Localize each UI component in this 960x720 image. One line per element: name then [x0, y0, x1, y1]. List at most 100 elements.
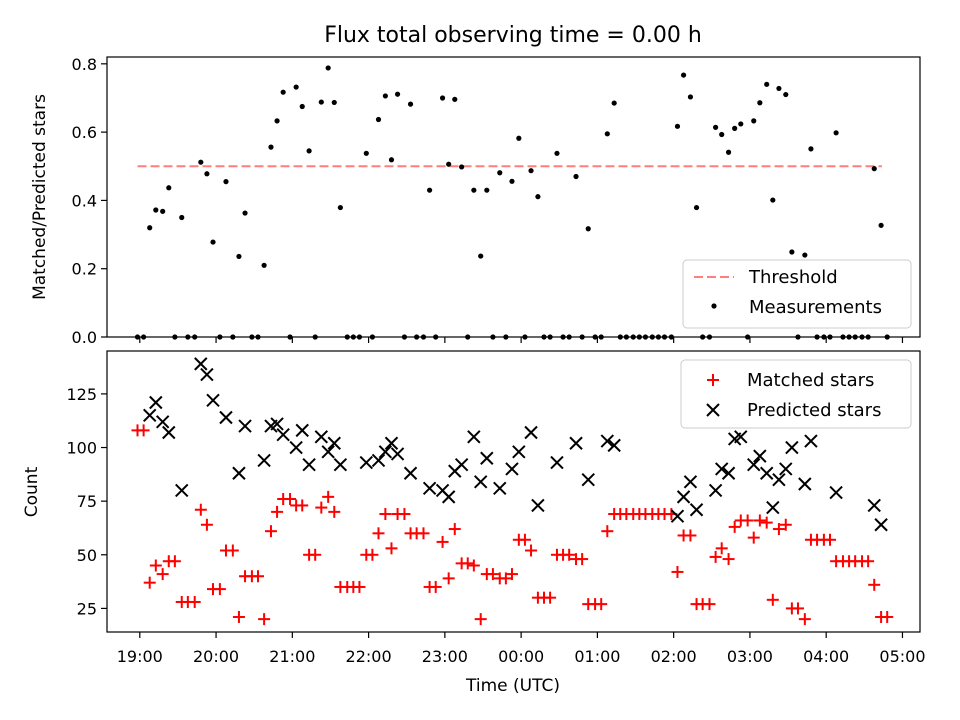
measurement-point — [833, 130, 839, 136]
ratio-ticks: 0.0 0.2 0.4 0.6 0.8 — [72, 55, 904, 347]
matched-star-point — [474, 613, 487, 626]
measurement-point — [719, 131, 725, 138]
predicted-star-point — [473, 475, 488, 489]
measurement-point — [223, 179, 229, 185]
count-y-tick-label: 125 — [66, 385, 97, 404]
predicted-star-point — [708, 483, 723, 498]
predicted-star-point — [804, 434, 818, 448]
ratio-y-tick-label: 0.8 — [72, 55, 97, 74]
matched-star-point — [595, 598, 608, 611]
predicted-star-point — [721, 466, 736, 480]
measurement-point — [299, 103, 305, 110]
x-tick-label: 02:00 — [651, 647, 697, 666]
legend-measurements-label: Measurements — [749, 297, 882, 318]
x-tick-label: 20:00 — [193, 647, 239, 666]
measurement-point — [693, 204, 700, 211]
ratio-y-axis-label: Matched/Predicted stars — [30, 94, 50, 300]
predicted-star-point — [600, 434, 615, 448]
predicted-star-point — [327, 436, 341, 450]
matched-star-point — [862, 555, 875, 568]
measurement-point — [776, 85, 782, 92]
predicted-star-point — [676, 490, 691, 504]
matched-star-point — [722, 553, 735, 566]
matched-star-point — [149, 559, 162, 572]
measurement-point — [878, 222, 884, 228]
predicted-star-point — [257, 453, 271, 468]
matched-star-point — [315, 501, 328, 514]
matched-star-point — [753, 514, 766, 527]
predicted-star-point — [194, 357, 208, 371]
predicted-star-points — [143, 357, 888, 532]
predicted-star-point — [772, 472, 786, 487]
matched-star-point — [417, 527, 430, 540]
measurement-point — [280, 89, 286, 95]
matched-star-point — [366, 548, 379, 561]
measurement-point — [871, 166, 877, 172]
matched-star-point — [213, 583, 226, 596]
measurement-point — [687, 94, 694, 100]
matched-star-point — [188, 595, 201, 608]
measurement-point — [325, 65, 331, 71]
measurement-point — [242, 210, 248, 216]
matched-star-point — [168, 555, 181, 568]
matched-star-point — [143, 576, 156, 589]
measurement-point — [757, 100, 763, 106]
predicted-star-point — [314, 430, 329, 444]
predicted-star-point — [480, 451, 494, 465]
measurement-point — [204, 171, 210, 177]
matched-star-point — [429, 580, 442, 593]
matched-star-point — [264, 525, 277, 538]
measurement-point — [478, 253, 484, 259]
count-y-axis-label: Count — [22, 466, 42, 517]
measurement-point — [375, 116, 382, 123]
measurement-point — [725, 149, 732, 155]
matched-star-point — [226, 544, 239, 557]
matched-star-point — [684, 529, 697, 542]
matched-star-point — [156, 568, 169, 581]
ratio-y-tick-label: 0.6 — [72, 123, 97, 142]
measurement-point — [153, 207, 159, 213]
matched-star-point — [461, 557, 474, 570]
measurement-point — [604, 131, 610, 137]
measurement-point — [236, 253, 242, 260]
predicted-star-point — [607, 438, 621, 453]
predicted-star-point — [155, 415, 170, 429]
matched-star-point — [601, 525, 614, 538]
predicted-star-point — [747, 457, 761, 472]
matched-star-point — [741, 514, 754, 527]
measurement-point — [147, 225, 153, 231]
matched-star-point — [779, 518, 792, 531]
predicted-star-point — [467, 430, 481, 444]
measurement-point — [210, 239, 216, 245]
measurement-point — [306, 148, 312, 154]
matched-star-point — [194, 503, 207, 516]
ratio-panel: 0.00.20.40.60.8 Matched/Predicted stars … — [30, 55, 921, 347]
matched-star-point — [379, 508, 392, 521]
matched-star-point — [137, 424, 150, 437]
legend-predicted-label: Predicted stars — [747, 400, 881, 421]
matched-star-point — [486, 568, 499, 581]
matched-star-point — [436, 535, 449, 548]
x-tick-label: 22:00 — [346, 647, 392, 666]
measurement-point — [331, 99, 337, 106]
matched-star-point — [296, 499, 309, 512]
predicted-star-point — [759, 466, 774, 480]
count-y-tick-label: 100 — [66, 439, 97, 458]
predicted-star-point — [276, 427, 290, 442]
matched-star-point — [518, 533, 531, 546]
ratio-legend: Threshold Measurements — [682, 259, 912, 329]
count-y-tick-label: 50 — [77, 546, 97, 565]
measurement-point — [471, 187, 477, 193]
count-y-tick-label: 25 — [77, 599, 97, 618]
measurement-point — [407, 101, 414, 107]
predicted-star-point — [378, 445, 393, 459]
matched-star-point — [544, 591, 557, 604]
predicted-star-point — [206, 393, 220, 408]
matched-star-point — [868, 578, 881, 591]
legend-predicted-swatch — [706, 403, 720, 417]
matched-star-point — [353, 580, 366, 593]
matched-star-point — [824, 533, 837, 546]
matched-star-point — [258, 613, 271, 626]
measurement-point — [198, 159, 204, 165]
